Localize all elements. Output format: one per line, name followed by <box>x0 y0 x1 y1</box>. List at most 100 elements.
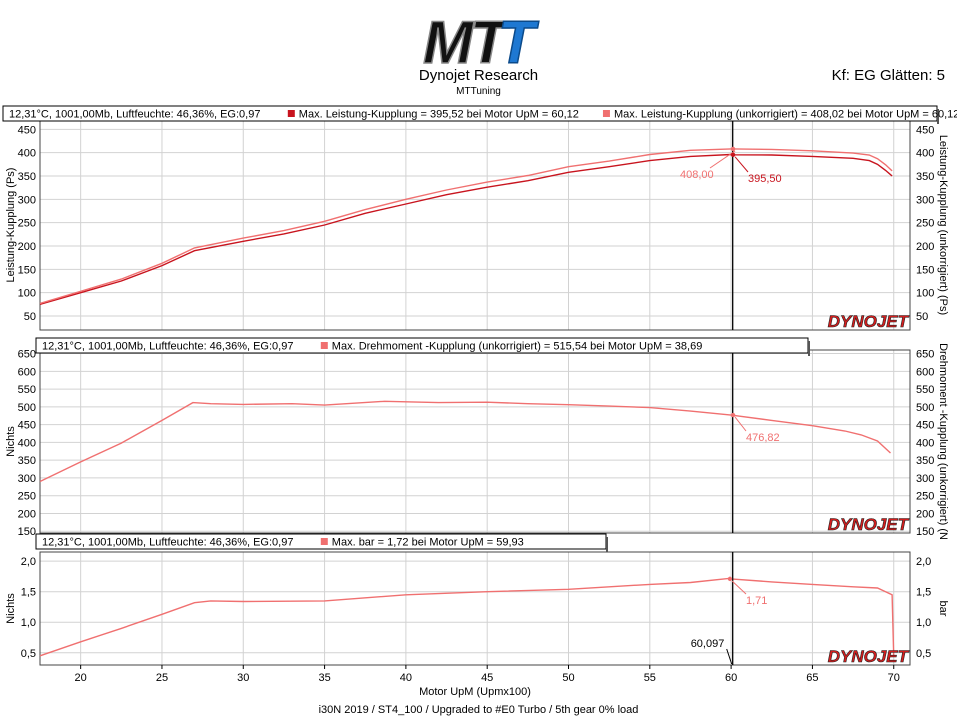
y-tick-label-right: 50 <box>916 311 928 323</box>
y-tick-label-right: 300 <box>916 194 934 206</box>
legend-conditions: 12,31°C, 1001,00Mb, Luftfeuchte: 46,36%,… <box>9 109 260 121</box>
company-name: Dynojet Research <box>418 67 539 84</box>
annotation-leader <box>709 150 736 169</box>
cursor-value-leader <box>726 648 733 665</box>
y-tick-label-left: 350 <box>18 455 36 467</box>
y-tick-label-right: 1,0 <box>916 617 931 629</box>
y-axis-label-right: Leistung-Kupplung (unkorrigiert) (Ps) <box>937 135 949 315</box>
y-tick-label-right: 450 <box>916 420 934 432</box>
x-tick-label: 70 <box>888 672 900 684</box>
y-tick-label-right: 2,0 <box>916 556 931 568</box>
series-line <box>39 577 895 657</box>
legend-shadow <box>937 109 939 124</box>
x-tick-label: 60 <box>725 672 737 684</box>
y-tick-label-left: 400 <box>18 148 36 160</box>
annotation-point <box>730 146 736 152</box>
y-tick-label-left: 100 <box>18 288 36 300</box>
legend-swatch <box>320 538 328 545</box>
y-tick-label-left: 150 <box>18 264 36 276</box>
svg-text:MT: MT <box>423 9 511 66</box>
x-tick-label: 40 <box>400 672 412 684</box>
annotation-leader <box>734 416 747 432</box>
y-tick-label-left: 1,5 <box>21 587 36 599</box>
y-tick-label-right: 300 <box>916 473 934 485</box>
svg-text:T: T <box>498 9 539 66</box>
y-axis-label-right: Drehmoment -Kupplung (unkorrigiert) (N <box>937 343 949 540</box>
y-tick-label-right: 350 <box>916 171 934 183</box>
plot-frame <box>39 119 911 331</box>
annotation-label: 476,82 <box>746 432 780 444</box>
annotation-point <box>730 412 736 418</box>
panel-3: 0,5 0,5 1,0 1,0 1,5 1,5 2,0 2,0 1,71 DYNOJET Nicht… <box>5 533 949 666</box>
company-subtitle: MTTuning <box>456 86 501 97</box>
dynojet-brand: DYNOJET <box>828 312 910 331</box>
x-tick-label: 25 <box>156 672 168 684</box>
panel-2: 150 150 200 200 250 250 300 300 350 350 400 400 450 4… <box>5 337 949 540</box>
x-tick-label: 45 <box>481 672 493 684</box>
y-tick-label-left: 450 <box>18 420 36 432</box>
legend-shadow <box>808 341 810 356</box>
legend-conditions: 12,31°C, 1001,00Mb, Luftfeuchte: 46,36%,… <box>42 537 293 549</box>
annotation-label: 408,00 <box>680 169 714 181</box>
y-tick-label-right: 550 <box>916 384 934 396</box>
legend-entry: Max. Leistung-Kupplung (unkorrigiert) = … <box>614 109 957 121</box>
annotation-leader <box>734 156 749 173</box>
y-tick-label-right: 400 <box>916 437 934 449</box>
y-tick-label-right: 0,5 <box>916 648 931 660</box>
x-tick-label: 30 <box>237 672 249 684</box>
y-tick-label-left: 550 <box>18 384 36 396</box>
x-tick-label: 35 <box>318 672 330 684</box>
y-tick-label-left: 400 <box>18 437 36 449</box>
y-axis-label-left: Nichts <box>5 426 17 457</box>
series-line <box>39 148 893 305</box>
legend-entry: Max. Drehmoment -Kupplung (unkorrigiert)… <box>332 341 703 353</box>
legend-conditions: 12,31°C, 1001,00Mb, Luftfeuchte: 46,36%,… <box>42 341 293 353</box>
x-tick-label: 50 <box>562 672 574 684</box>
y-tick-label-right: 350 <box>916 455 934 467</box>
series-line <box>39 400 891 483</box>
y-tick-label-right: 200 <box>916 241 934 253</box>
y-tick-label-left: 50 <box>24 311 36 323</box>
y-axis-label-left: Nichts <box>5 593 17 624</box>
y-tick-label-right: 250 <box>916 218 934 230</box>
y-tick-label-left: 2,0 <box>21 556 36 568</box>
annotation-label: 395,50 <box>748 173 782 185</box>
legend-shadow <box>606 537 608 552</box>
y-tick-label-right: 400 <box>916 148 934 160</box>
y-tick-label-right: 100 <box>916 288 934 300</box>
legend-entry: Max. bar = 1,72 bei Motor UpM = 59,93 <box>332 537 524 549</box>
series-line <box>39 153 893 305</box>
y-tick-label-left: 200 <box>18 508 36 520</box>
dynojet-brand: DYNOJET <box>828 647 910 666</box>
plot-frame <box>39 551 911 666</box>
y-tick-label-left: 500 <box>18 402 36 414</box>
legend-swatch <box>602 110 610 117</box>
y-tick-label-left: 150 <box>18 526 36 538</box>
annotation-leader <box>731 580 747 595</box>
y-tick-label-left: 0,5 <box>21 648 36 660</box>
smoothing-label: Kf: EG Glätten: 5 <box>831 67 945 84</box>
y-tick-label-right: 1,5 <box>916 587 931 599</box>
y-tick-label-left: 200 <box>18 241 36 253</box>
legend-swatch <box>320 342 328 349</box>
cursor-value-label: 60,097 <box>691 638 725 650</box>
y-tick-label-left: 450 <box>18 124 36 136</box>
y-tick-label-left: 650 <box>18 349 36 361</box>
y-tick-label-left: 300 <box>18 473 36 485</box>
y-tick-label-right: 450 <box>916 124 934 136</box>
x-tick-label: 55 <box>644 672 656 684</box>
y-tick-label-left: 300 <box>18 194 36 206</box>
y-tick-label-right: 650 <box>916 349 934 361</box>
mtt-logo: MT T <box>422 8 540 66</box>
y-tick-label-left: 250 <box>18 491 36 503</box>
y-tick-label-right: 150 <box>916 526 934 538</box>
y-tick-label-left: 1,0 <box>21 617 36 629</box>
legend-entry: Max. Leistung-Kupplung = 395,52 bei Moto… <box>299 109 579 121</box>
footer-caption: i30N 2019 / ST4_100 / Upgraded to #E0 Tu… <box>318 704 639 716</box>
y-tick-label-right: 500 <box>916 402 934 414</box>
dynojet-brand: DYNOJET <box>828 515 910 534</box>
y-tick-label-right: 200 <box>916 508 934 520</box>
x-tick-label: 65 <box>806 672 818 684</box>
y-tick-label-right: 250 <box>916 491 934 503</box>
